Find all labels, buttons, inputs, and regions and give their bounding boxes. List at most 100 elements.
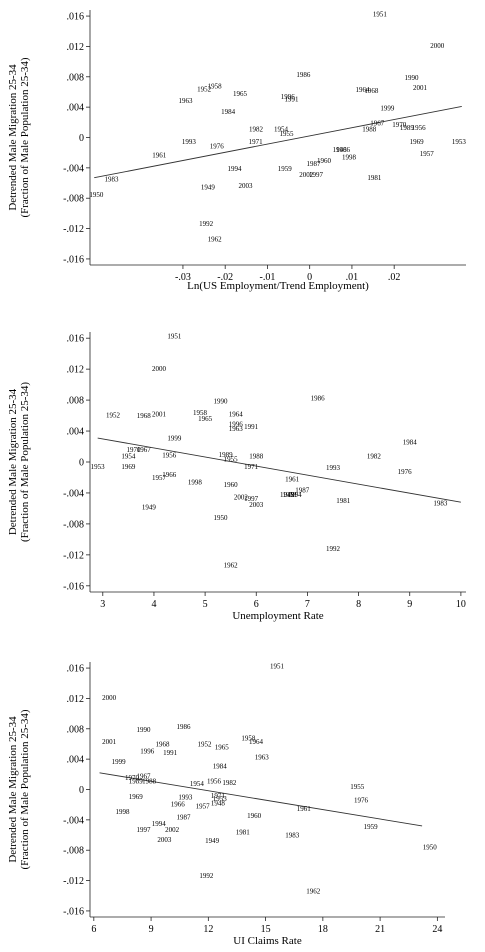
data-point-label: 1986	[311, 394, 326, 402]
y-tick-label: -.008	[63, 519, 84, 530]
data-point-label: 1953	[213, 795, 228, 803]
y-tick-label: -.016	[63, 906, 84, 917]
data-point-label: 1964	[249, 738, 264, 746]
data-point-label: 1987	[306, 160, 321, 168]
data-point-label: 1992	[326, 545, 341, 553]
data-point-label: 1962	[306, 888, 321, 896]
data-point-label: 1991	[285, 95, 300, 103]
y-tick-label: -.016	[63, 254, 84, 265]
data-point-label: 1959	[283, 491, 298, 499]
y-tick-label: -.008	[63, 846, 84, 857]
data-point-label: 1951	[373, 10, 388, 18]
data-point-label: 1956	[162, 452, 177, 460]
data-point-label: 1956	[207, 778, 222, 786]
data-point-label: 1998	[342, 154, 357, 162]
x-tick-label: 7	[305, 599, 310, 610]
data-point-label: 1957	[152, 474, 167, 482]
data-point-label: 1957	[196, 803, 211, 811]
chart-panel-2: .016 .012 .008 .004 0 -.004 -.008 -.012 -.016 3 4 5…	[7, 332, 466, 622]
data-point-label: 1951	[270, 662, 285, 670]
data-point-label: 1962	[224, 561, 239, 569]
data-point-label: 1958	[208, 82, 223, 90]
y-tick-label: 0	[79, 133, 84, 144]
data-point-label: 1993	[326, 464, 341, 472]
data-point-label: 1965	[198, 415, 213, 423]
data-point-label: 1960	[247, 812, 262, 820]
data-point-label: 1958	[193, 409, 208, 417]
fit-line	[99, 772, 423, 827]
x-tick-label: 21	[375, 924, 385, 935]
data-point-label: 1998	[115, 808, 130, 816]
data-point-label: 1956	[412, 124, 427, 132]
data-point-label: 1971	[244, 463, 259, 471]
data-point-label: 1981	[336, 497, 351, 505]
x-tick-label: 12	[203, 924, 213, 935]
data-point-label: 1959	[364, 823, 379, 831]
data-point-label: 1970	[126, 446, 141, 454]
data-point-label: 1967	[136, 772, 151, 780]
data-point-label: 1994	[152, 820, 167, 828]
data-point-label: 1969	[129, 793, 144, 801]
data-point-label: 1968	[156, 740, 171, 748]
data-point-label: 1997	[309, 171, 324, 179]
data-point-label: 1970	[392, 121, 407, 129]
data-point-label: 1960	[317, 157, 332, 165]
data-point-label: 1955	[224, 455, 239, 463]
data-point-label: 1950	[213, 514, 228, 522]
y-axis-label: (Fraction of Male Population 25-34)	[19, 709, 31, 869]
data-point-label: 1993	[182, 138, 197, 146]
y-tick-label: .008	[67, 724, 85, 735]
y-axis-label: (Fraction of Male Population 25-34)	[19, 382, 31, 542]
data-point-label: 1989	[400, 124, 415, 132]
x-tick-label: 9	[407, 599, 412, 610]
data-point-label: 1953	[91, 463, 106, 471]
x-tick-label: .02	[388, 272, 401, 283]
y-tick-label: .016	[67, 334, 85, 345]
y-tick-label: .008	[67, 396, 85, 407]
x-tick-label: 3	[100, 599, 105, 610]
data-point-label: 1989	[129, 778, 144, 786]
data-point-label: 1963	[229, 425, 244, 433]
y-tick-label: 0	[79, 458, 84, 469]
data-point-label: 1982	[222, 779, 237, 787]
data-point-label: 2001	[102, 738, 117, 746]
data-point-label: 2003	[238, 182, 253, 190]
data-point-label: 1958	[241, 734, 256, 742]
data-point-label: 1991	[163, 749, 178, 757]
data-point-label: 1970	[125, 774, 140, 782]
data-point-label: 1996	[281, 93, 296, 101]
data-point-label: 1950	[89, 191, 104, 199]
data-point-label: 2003	[249, 501, 264, 509]
data-point-label: 2000	[152, 365, 167, 373]
data-point-label: 2003	[157, 836, 172, 844]
data-point-label: 1966	[171, 800, 186, 808]
data-point-label: 1987	[295, 486, 310, 494]
x-axis-label: UI Claims Rate	[233, 935, 302, 947]
chart-panel-1: .016 .012 .008 .004 0 -.004 -.008 -.012 -.016 -.0…	[7, 10, 466, 292]
data-point-label: 1959	[278, 165, 293, 173]
data-point-label: 1968	[364, 87, 379, 95]
data-point-label: 1966	[336, 146, 351, 154]
y-axis-label: Detrended Male Migration 25-34	[7, 64, 19, 211]
data-point-label: 1967	[137, 446, 152, 454]
y-tick-label: -.008	[63, 194, 84, 205]
chart-panel-3: .016 .012 .008 .004 0 -.004 -.008 -.012 -.016 6 9 1…	[7, 662, 445, 947]
data-point-label: 1976	[398, 468, 413, 476]
y-axis-label: Detrended Male Migration 25-34	[7, 388, 19, 535]
data-point-label: 1989	[219, 451, 234, 459]
data-point-label: 2001	[152, 411, 167, 419]
data-point-label: 1964	[355, 86, 370, 94]
data-point-label: 1968	[137, 412, 152, 420]
x-axis-label: Unemployment Rate	[232, 610, 323, 622]
data-point-label: 1992	[199, 872, 214, 880]
x-tick-label: 24	[432, 924, 442, 935]
data-point-label: 1982	[249, 126, 264, 134]
data-point-label: 1966	[162, 471, 177, 479]
y-tick-label: -.012	[63, 876, 84, 887]
data-point-label: 2002	[234, 493, 249, 501]
data-point-label: 1991	[244, 423, 259, 431]
fit-line	[94, 105, 462, 179]
data-point-label: 1957	[420, 150, 435, 158]
data-point-label: 1969	[121, 463, 136, 471]
data-point-label: 1949	[142, 503, 157, 511]
